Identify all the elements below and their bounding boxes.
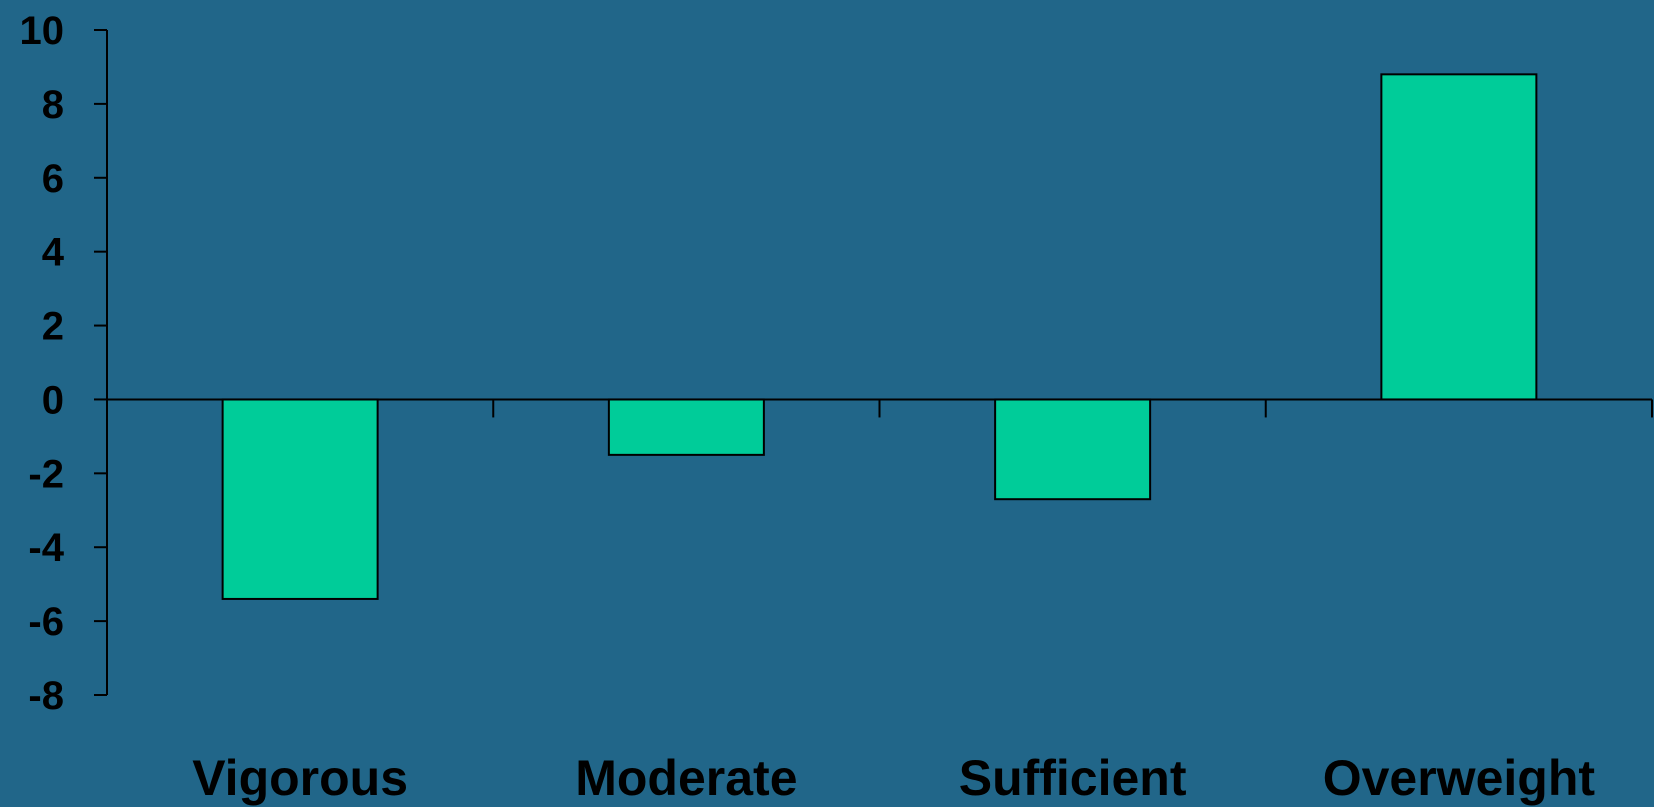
y-tick-label: 2 [42, 305, 64, 349]
y-tick-label: -8 [28, 674, 64, 718]
y-tick-label: -4 [28, 526, 64, 570]
y-tick-label: 4 [42, 231, 65, 275]
bars [221, 73, 1538, 600]
y-tick-label: -2 [28, 452, 64, 496]
x-category-label: Sufficient [959, 750, 1187, 806]
bar-moderate [607, 398, 765, 456]
y-tick-label: 8 [42, 83, 64, 127]
bar-sufficient [994, 398, 1152, 501]
y-axis-ticks: -8 -6 -4 -2 0 2 4 6 8 10 [20, 9, 107, 718]
x-category-label: Vigorous [192, 750, 408, 806]
x-category-label: Overweight [1323, 750, 1596, 806]
y-tick-label: -6 [28, 600, 64, 644]
y-tick-label: 6 [42, 157, 64, 201]
bar-overweight [1380, 73, 1538, 401]
x-category-label: Moderate [575, 750, 797, 806]
y-tick-label: 10 [20, 9, 65, 53]
category-labels: Vigorous Moderate Sufficient Overweight [192, 750, 1595, 806]
y-tick-label: 0 [42, 378, 64, 422]
bar-vigorous [221, 398, 379, 600]
